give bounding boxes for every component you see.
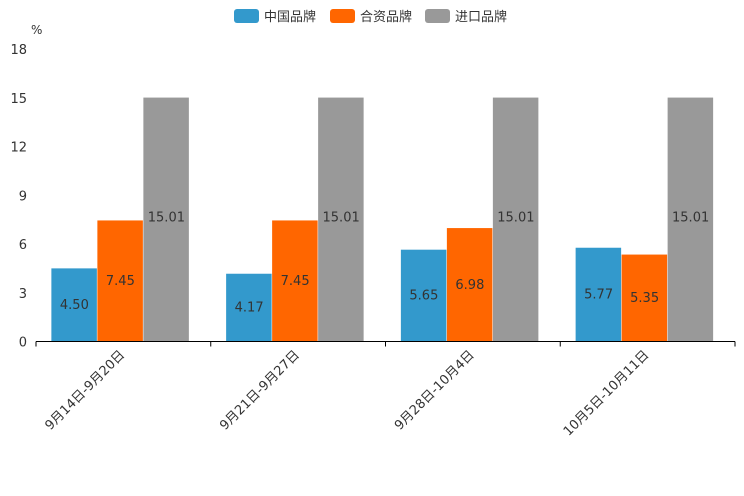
x-tick-label: 10月5日-10月11日 <box>561 348 653 440</box>
bar <box>51 268 97 342</box>
data-label: 15.01 <box>672 211 709 226</box>
y-tick-label: 12 <box>10 141 27 156</box>
legend-swatch <box>425 9 450 23</box>
y-axis-unit-label: % <box>31 23 42 37</box>
legend-swatch <box>234 9 259 23</box>
legend-label: 中国品牌 <box>264 9 316 25</box>
x-axis: 9月14日-9月20日 9月21日-9月27日 9月28日-10月4日 10月5日-1… <box>35 341 736 440</box>
bar <box>492 97 539 342</box>
data-label: 5.65 <box>409 289 438 304</box>
data-labels: 4.50 7.45 15.01 4.17 7.45 15.01 5.65 6.98 15.01 5… <box>60 211 709 316</box>
y-tick-label: 15 <box>10 92 27 107</box>
bar <box>575 247 622 342</box>
bar <box>667 97 714 342</box>
data-label: 15.01 <box>148 211 185 226</box>
bar <box>226 273 272 342</box>
bar <box>143 97 189 342</box>
legend-label: 进口品牌 <box>455 9 507 25</box>
data-label: 4.50 <box>60 298 89 313</box>
data-label: 7.45 <box>281 274 310 289</box>
data-label: 15.01 <box>497 211 534 226</box>
legend-swatch <box>330 9 355 23</box>
legend-label: 合资品牌 <box>360 9 412 25</box>
x-tick-label: 9月28日-10月4日 <box>392 348 478 434</box>
y-axis: 0 3 6 9 12 15 18 <box>10 43 27 351</box>
legend: 中国品牌 合资品牌 进口品牌 <box>234 9 507 25</box>
y-tick-label: 3 <box>19 287 27 302</box>
data-label: 15.01 <box>323 211 360 226</box>
data-label: 4.17 <box>235 301 264 316</box>
y-tick-label: 18 <box>10 43 27 58</box>
x-tick-label: 9月14日-9月20日 <box>42 348 128 434</box>
x-tick-label: 9月21日-9月27日 <box>217 348 303 434</box>
bar <box>446 228 493 342</box>
bar <box>318 97 364 342</box>
data-label: 5.77 <box>584 288 613 303</box>
y-tick-label: 6 <box>19 238 27 253</box>
bar <box>400 249 447 342</box>
data-label: 6.98 <box>455 278 484 293</box>
y-tick-label: 0 <box>19 336 27 351</box>
bars <box>51 97 714 342</box>
data-label: 5.35 <box>630 291 659 306</box>
bar <box>621 254 668 342</box>
bar <box>97 220 143 342</box>
y-tick-label: 9 <box>19 189 27 204</box>
bar <box>272 220 318 342</box>
data-label: 7.45 <box>106 274 135 289</box>
